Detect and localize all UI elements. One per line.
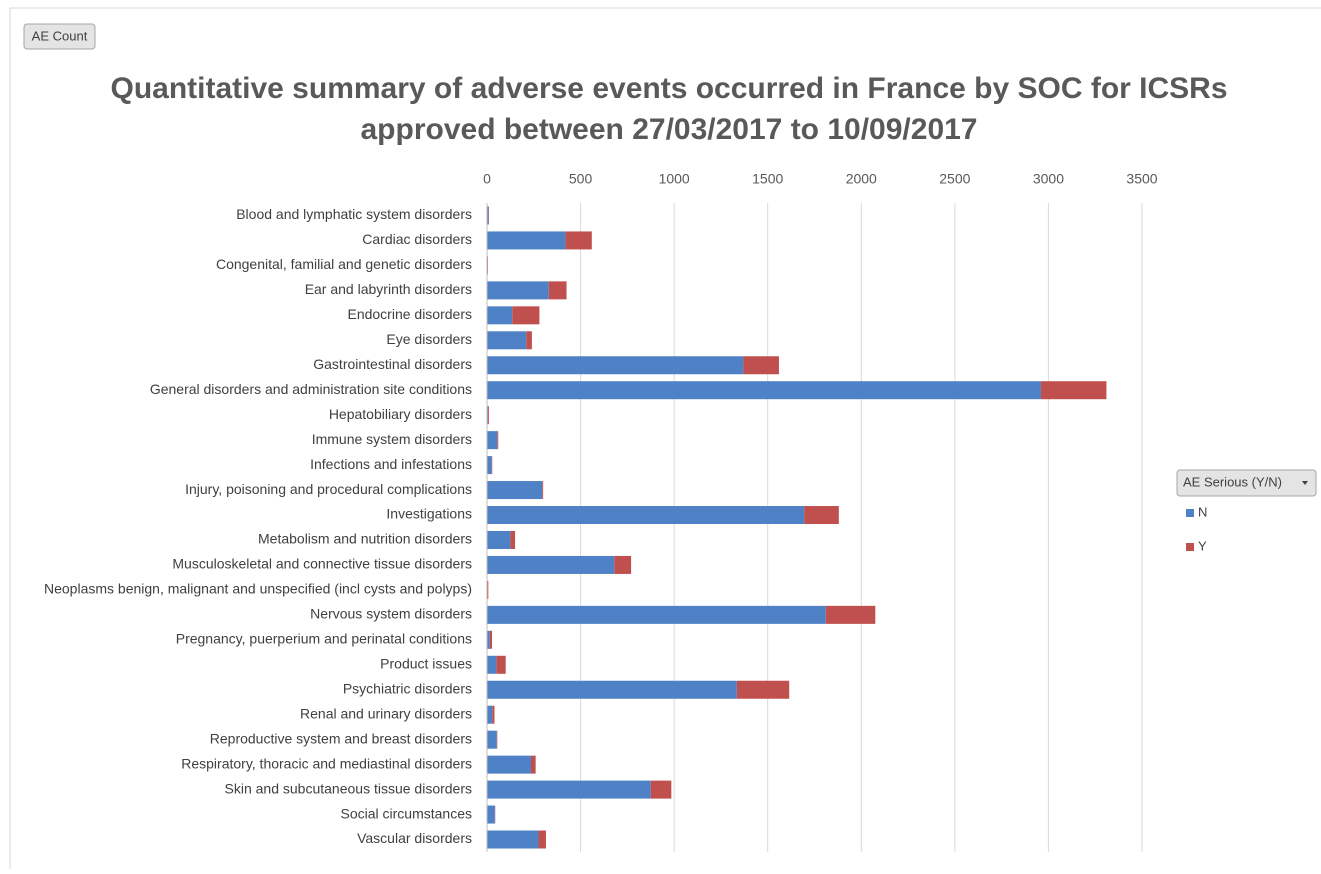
chart-title: Quantitative summary of adverse events o… xyxy=(110,72,1227,105)
bar-segment xyxy=(549,281,567,299)
bar-segment xyxy=(487,381,1041,399)
bar-segment xyxy=(487,731,497,749)
bar-segment xyxy=(1041,381,1107,399)
bar-segment xyxy=(490,631,492,649)
bar-segment xyxy=(538,831,545,849)
bar-segment xyxy=(497,731,498,749)
y-tick-label: Skin and subcutaneous tissue disorders xyxy=(225,780,472,796)
x-tick-label: 2500 xyxy=(939,171,970,187)
x-tick-label: 1500 xyxy=(752,171,783,187)
x-tick-label: 0 xyxy=(483,171,491,187)
legend-button[interactable]: AE Serious (Y/N) xyxy=(1177,470,1316,496)
y-tick-label: Respiratory, thoracic and mediastinal di… xyxy=(181,755,472,771)
y-tick-label: Nervous system disorders xyxy=(310,606,472,622)
bar-segment xyxy=(487,656,496,674)
y-tick-label: Infections and infestations xyxy=(310,456,472,472)
y-tick-label: Gastrointestinal disorders xyxy=(313,356,472,372)
bar-segment xyxy=(651,781,672,799)
bar-segment xyxy=(804,506,839,524)
y-tick-label: Hepatobiliary disorders xyxy=(329,406,472,422)
chart-title: approved between 27/03/2017 to 10/09/201… xyxy=(360,113,977,146)
y-tick-label: Psychiatric disorders xyxy=(343,680,472,696)
bar-segment xyxy=(496,656,505,674)
bar-segment xyxy=(492,456,493,474)
bar-segment xyxy=(487,306,512,324)
y-tick-label: Immune system disorders xyxy=(312,431,472,447)
bar-segment xyxy=(487,231,566,249)
y-tick-label: Ear and labyrinth disorders xyxy=(305,281,472,297)
bar-segment xyxy=(614,556,631,574)
bar-segment xyxy=(487,531,510,549)
bar-segment xyxy=(492,706,494,724)
bar-segment xyxy=(488,406,489,424)
y-tick-label: Blood and lymphatic system disorders xyxy=(236,206,472,222)
y-tick-label: Neoplasms benign, malignant and unspecif… xyxy=(44,581,472,597)
bar-segment xyxy=(487,756,531,774)
y-tick-label: General disorders and administration sit… xyxy=(150,381,472,397)
bar-segment xyxy=(487,481,542,499)
legend-swatch xyxy=(1186,509,1194,517)
bar-segment xyxy=(487,781,651,799)
bar-segment xyxy=(487,556,614,574)
button-label[interactable]: AE Count xyxy=(32,28,88,43)
bar-segment xyxy=(510,531,515,549)
bar-segment xyxy=(487,456,492,474)
field-button[interactable]: AE Count xyxy=(24,24,95,49)
bar-segment xyxy=(487,356,743,374)
bar-segment xyxy=(512,306,539,324)
bar-segment xyxy=(737,681,789,699)
legend-label: Y xyxy=(1198,538,1207,553)
bar-segment xyxy=(487,681,737,699)
y-tick-label: Eye disorders xyxy=(386,331,472,347)
y-tick-label: Endocrine disorders xyxy=(347,306,472,322)
bar-segment xyxy=(743,356,779,374)
legend-label: N xyxy=(1198,504,1207,519)
y-tick-label: Musculoskeletal and connective tissue di… xyxy=(172,556,472,572)
x-tick-label: 1000 xyxy=(659,171,690,187)
legend-swatch xyxy=(1186,543,1194,551)
y-tick-label: Vascular disorders xyxy=(357,830,472,846)
bar-segment xyxy=(487,581,488,599)
bar-segment xyxy=(526,331,532,349)
x-tick-label: 3000 xyxy=(1033,171,1064,187)
y-tick-label: Metabolism and nutrition disorders xyxy=(258,531,472,547)
y-tick-label: Congenital, familial and genetic disorde… xyxy=(216,256,472,272)
bar-segment xyxy=(826,606,876,624)
y-tick-label: Reproductive system and breast disorders xyxy=(210,730,472,746)
bar-segment xyxy=(497,431,498,449)
y-tick-label: Injury, poisoning and procedural complic… xyxy=(185,481,472,497)
bar-segment xyxy=(487,431,497,449)
y-tick-label: Product issues xyxy=(380,655,472,671)
y-tick-label: Pregnancy, puerperium and perinatal cond… xyxy=(176,631,472,647)
bar-segment xyxy=(566,231,592,249)
y-tick-label: Cardiac disorders xyxy=(362,231,472,247)
y-tick-label: Investigations xyxy=(386,506,472,522)
bar-segment xyxy=(487,281,549,299)
x-tick-label: 2000 xyxy=(846,171,877,187)
bar-segment xyxy=(531,756,536,774)
bar-segment xyxy=(487,831,538,849)
bar-segment xyxy=(487,506,804,524)
legend-title[interactable]: AE Serious (Y/N) xyxy=(1183,474,1282,489)
bar-segment xyxy=(487,706,492,724)
x-tick-label: 3500 xyxy=(1126,171,1157,187)
bar-segment xyxy=(487,606,826,624)
x-tick-label: 500 xyxy=(569,171,593,187)
y-tick-label: Social circumstances xyxy=(341,805,473,821)
bar-segment xyxy=(542,481,543,499)
y-tick-label: Renal and urinary disorders xyxy=(300,705,472,721)
bar-segment xyxy=(487,806,495,824)
bar-segment xyxy=(487,331,526,349)
